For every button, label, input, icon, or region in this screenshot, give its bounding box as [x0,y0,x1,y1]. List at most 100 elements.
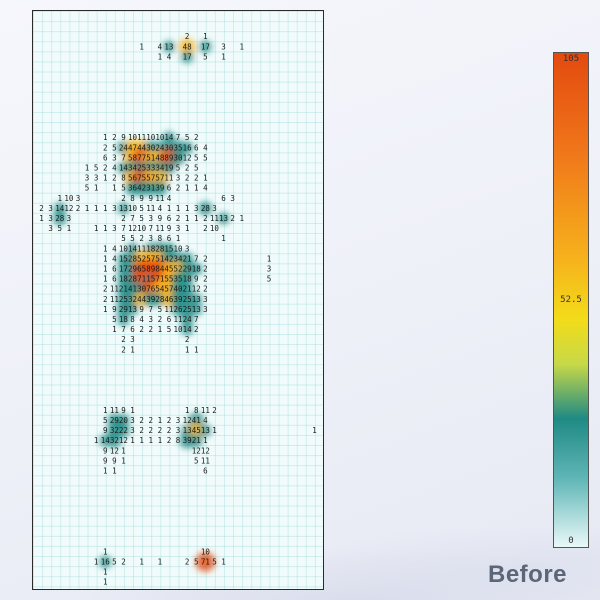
reading-value: 9 [139,305,144,314]
reading-value: 7 [194,315,199,324]
reading-value: 11 [155,194,164,203]
reading-value: 3 [112,224,117,233]
reading-value: 1 [39,214,44,223]
reading-value: 35 [174,143,183,152]
reading-value: 9 [148,194,153,203]
reading-value: 51 [155,254,164,263]
reading-value: 6 [167,214,172,223]
reading-value: 17 [201,42,210,51]
reading-value: 18 [146,244,156,253]
reading-value: 2 [139,325,144,334]
reading-value: 9 [103,426,108,435]
reading-value: 14 [119,164,129,173]
reading-value: 1 [67,224,72,233]
reading-value: 76 [146,285,156,294]
reading-value: 12 [192,446,201,455]
reading-value: 5 [94,164,99,173]
heat-blob [217,212,230,225]
reading-value: 58 [128,153,138,162]
reading-value: 20 [119,416,129,425]
reading-value: 12 [119,436,128,445]
reading-value: 1 [221,557,226,566]
reading-value: 71 [137,275,146,284]
reading-value: 18 [119,315,129,324]
reading-value: 12 [64,204,73,213]
reading-value: 11 [210,214,219,223]
reading-value: 1 [103,547,108,556]
reading-value: 7 [148,224,153,233]
reading-value: 5 [57,224,62,233]
reading-value: 9 [158,214,163,223]
heat-blob [180,282,194,296]
reading-value: 1 [194,345,199,354]
reading-value: 10 [119,244,129,253]
reading-value: 5 [167,325,172,334]
reading-value: 1 [121,456,126,465]
reading-value: 10 [174,325,184,334]
reading-value: 1 [148,436,153,445]
reading-value: 45 [192,426,201,435]
reading-value: 1 [212,426,217,435]
reading-value: 2 [103,143,108,152]
reading-value: 57 [164,285,173,294]
reading-value: 7 [121,224,126,233]
reading-value: 1 [103,406,108,415]
reading-value: 3 [267,265,272,274]
reading-value: 21 [119,285,128,294]
reading-labels: 2 11 4 13 48 17 3 11 4 17 5 11 2 9 10 11 10 10 14 7 5 22 5 24 47… [39,32,317,586]
reading-value: 1 [203,32,208,41]
reading-value: 1 [103,244,108,253]
reading-value: 2 [103,295,108,304]
reading-value: 2 [139,234,144,243]
reading-value: 1 [158,557,163,566]
reading-value: 3 [203,295,208,304]
reading-value: 5 [85,184,90,193]
reading-value: 5 [176,164,181,173]
reading-value: 9 [167,224,172,233]
reading-value: 47 [128,143,137,152]
heat-blobs [52,38,230,572]
heat-blob [190,262,203,276]
reading-value: 1 [185,204,190,213]
reading-value: 25 [137,164,146,173]
heat-blob [152,180,168,196]
reading-value: 1 [130,436,135,445]
reading-value: 3 [67,214,72,223]
reading-value: 3 [176,416,181,425]
reading-value: 9 [121,406,126,415]
reading-value: 3 [94,174,99,183]
heat-blob [162,161,176,175]
reading-value: 44 [137,143,147,152]
reading-value: 16 [101,557,111,566]
reading-value: 3 [76,194,81,203]
reading-value: 57 [155,174,164,183]
pressure-heatmap-panel: 2 1 1 4 13 48 17 3 1 1 4 17 5 1 1 2 9 10 11 10 10 14 7 5 2 2 5 24 47… [32,10,324,590]
reading-value: 2 [148,426,153,435]
reading-value: 1 [185,224,190,233]
heat-blob [107,413,122,428]
heat-blob [117,313,130,326]
reading-value: 89 [164,153,173,162]
reading-value: 1 [121,446,126,455]
reading-value: 1 [185,214,190,223]
reading-value: 2 [185,164,190,173]
reading-value: 10 [128,204,138,213]
reading-value: 4 [167,52,172,61]
reading-value: 1 [176,204,181,213]
reading-value: 18 [119,275,129,284]
reading-value: 2 [121,345,126,354]
reading-value: 3 [48,204,53,213]
reading-value: 10 [146,133,156,142]
reading-value: 1 [139,557,144,566]
reading-value: 3 [203,305,208,314]
reading-value: 2 [212,406,217,415]
reading-value: 1 [103,275,108,284]
reading-value: 1 [176,234,181,243]
heat-blob [199,424,212,437]
reading-value: 26 [174,305,184,314]
reading-value: 2 [103,164,108,173]
reading-value: 52 [174,265,183,274]
reading-value: 2 [194,133,199,142]
reading-value: 24 [155,143,165,152]
reading-value: 28 [128,254,138,263]
